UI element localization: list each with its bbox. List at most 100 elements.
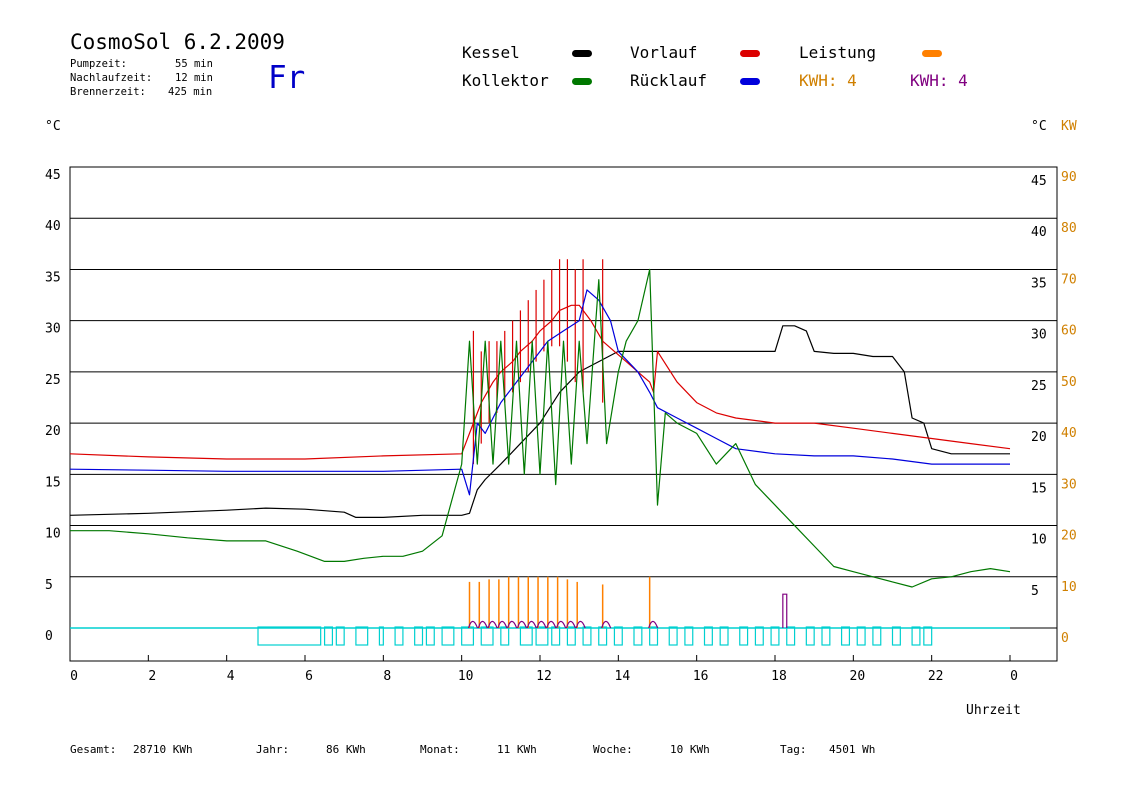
- x-tick-label-11: 22: [928, 669, 944, 684]
- pump-block-21: [668, 626, 678, 646]
- pump-block-10: [480, 626, 494, 646]
- stat-brennerzeit-label: Brennerzeit:: [70, 86, 146, 98]
- x-tick-label-8: 16: [693, 669, 709, 684]
- pump-block-33: [872, 626, 882, 646]
- leistung2-marker: [782, 593, 788, 628]
- legend-leistung-label: Leistung: [799, 43, 877, 62]
- y-tick-left-5: 5: [45, 578, 53, 593]
- x-tick-label-3: 6: [305, 669, 313, 684]
- pump-block-2: [335, 626, 345, 646]
- y-tick-right-35: 35: [1031, 276, 1047, 291]
- legend-leistung-swatch: [922, 50, 942, 57]
- pump-block-24: [719, 626, 729, 646]
- footer-tag-label: Tag:: [780, 743, 807, 756]
- pump-block-13: [535, 626, 549, 646]
- pump-block-12: [519, 626, 533, 646]
- footer-woche-value: 10 KWh: [670, 743, 710, 756]
- legend-ruecklauf-swatch: [740, 78, 760, 85]
- footer-tag-value: 4501 Wh: [829, 743, 876, 756]
- leistung2-hump-4: [507, 620, 518, 629]
- footer-jahr-value: 86 KWh: [326, 743, 366, 756]
- pump-block-34: [891, 626, 901, 646]
- plot-frame: [69, 166, 1058, 662]
- y-tick-right-45: 45: [1031, 174, 1047, 189]
- app-title: CosmoSol 6.2.2009: [70, 30, 285, 54]
- y-tick-kw-70: 70: [1061, 272, 1077, 287]
- pump-block-0: [257, 626, 322, 646]
- y-tick-kw-80: 80: [1061, 221, 1077, 236]
- x-tick-label-2: 4: [227, 669, 235, 684]
- y-tick-right-30: 30: [1031, 328, 1047, 343]
- pump-block-4: [378, 626, 384, 646]
- x-tick-label-10: 20: [850, 669, 866, 684]
- pump-block-6: [414, 626, 424, 646]
- pump-block-29: [805, 626, 815, 646]
- pump-block-14: [551, 626, 561, 646]
- legend-kollektor-swatch: [572, 78, 592, 85]
- y-tick-left-40: 40: [45, 219, 61, 234]
- stat-nachlaufzeit-label: Nachlaufzeit:: [70, 72, 153, 84]
- footer-woche-label: Woche:: [593, 743, 633, 756]
- y-tick-kw-40: 40: [1061, 426, 1077, 441]
- pump-block-19: [633, 626, 643, 646]
- pump-block-8: [441, 626, 455, 646]
- pump-block-16: [582, 626, 592, 646]
- y-unit-right-kw: KW: [1061, 119, 1077, 134]
- pump-block-22: [684, 626, 694, 646]
- x-tick-label-1: 2: [148, 669, 156, 684]
- x-tick-label-0: 0: [70, 669, 78, 684]
- leistung2-hump-5: [516, 620, 528, 629]
- y-tick-kw-90: 90: [1061, 170, 1077, 185]
- leistung2-hump-2: [487, 620, 498, 629]
- x-tick-label-9: 18: [771, 669, 787, 684]
- y-tick-kw-30: 30: [1061, 477, 1077, 492]
- pump-block-15: [566, 626, 576, 646]
- legend-ruecklauf-label: Rücklauf: [630, 71, 708, 90]
- leistung2-hump-9: [556, 620, 567, 629]
- y-tick-right-5: 5: [1031, 584, 1039, 599]
- x-tick-label-12: 0: [1010, 669, 1018, 684]
- pump-block-18: [613, 626, 623, 646]
- y-tick-left-35: 35: [45, 270, 61, 285]
- y-tick-left-25: 25: [45, 373, 61, 388]
- legend-kwh-1: KWH: 4: [799, 71, 857, 90]
- y-tick-left-45: 45: [45, 168, 61, 183]
- stat-pumpzeit-label: Pumpzeit:: [70, 58, 127, 70]
- pump-block-23: [703, 626, 713, 646]
- legend-vorlauf-swatch: [740, 50, 760, 57]
- y-tick-left-30: 30: [45, 322, 61, 337]
- stat-brennerzeit-value: 425 min: [168, 86, 213, 98]
- leistung2-hump-13: [648, 620, 659, 629]
- leistung2-hump-11: [575, 620, 586, 629]
- pump-block-20: [649, 626, 659, 646]
- pump-block-5: [394, 626, 404, 646]
- y-unit-right: °C: [1031, 119, 1047, 134]
- y-tick-left-10: 10: [45, 527, 61, 542]
- y-tick-left-15: 15: [45, 475, 61, 490]
- legend-kessel-label: Kessel: [462, 43, 520, 62]
- pump-block-31: [840, 626, 851, 646]
- leistung2-hump-1: [477, 620, 488, 629]
- y-tick-right-40: 40: [1031, 225, 1047, 240]
- series-line-kollektor: [70, 268, 1011, 588]
- pump-block-17: [598, 626, 608, 646]
- pump-block-27: [770, 626, 780, 646]
- footer-monat-value: 11 KWh: [497, 743, 537, 756]
- y-tick-kw-60: 60: [1061, 324, 1077, 339]
- y-tick-right-15: 15: [1031, 481, 1047, 496]
- y-tick-kw-0: 0: [1061, 631, 1069, 646]
- pump-block-11: [500, 626, 510, 646]
- weekday-label: Fr: [268, 60, 306, 96]
- pump-block-1: [323, 626, 334, 646]
- y-tick-kw-20: 20: [1061, 529, 1077, 544]
- stat-pumpzeit-value: 55 min: [175, 58, 213, 70]
- legend-kollektor-label: Kollektor: [462, 71, 549, 90]
- legend-kessel-swatch: [572, 50, 592, 57]
- series-line-r-cklauf: [69, 289, 1010, 496]
- leistung2-hump-12: [601, 620, 612, 629]
- pump-block-36: [923, 626, 933, 646]
- y-tick-right-20: 20: [1031, 430, 1047, 445]
- pump-block-30: [821, 626, 831, 646]
- legend-vorlauf-label: Vorlauf: [630, 43, 698, 62]
- pump-block-28: [786, 626, 796, 646]
